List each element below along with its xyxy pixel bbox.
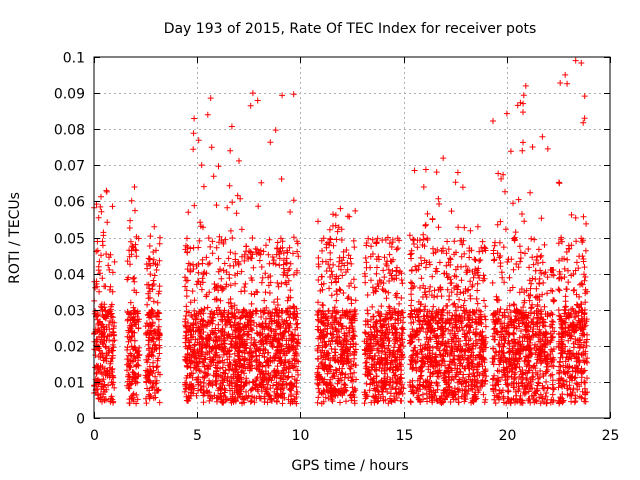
x-tick-label: 25 bbox=[602, 428, 620, 444]
x-tick-label: 10 bbox=[292, 428, 310, 444]
y-tick-label: 0.03 bbox=[54, 304, 85, 320]
x-tick-label: 15 bbox=[396, 428, 414, 444]
x-tick-label: 20 bbox=[499, 428, 517, 444]
y-tick-label: 0.09 bbox=[54, 87, 85, 103]
y-tick-label: 0 bbox=[76, 412, 85, 428]
axes: 0 0.01 0.02 0.03 0.04 0.05 0.06 0.07 0.08 0.09 0.1… bbox=[54, 51, 620, 445]
y-axis-label: ROTI / TECUs bbox=[7, 192, 23, 284]
y-tick-label: 0.06 bbox=[54, 195, 85, 211]
x-tick-label: 5 bbox=[193, 428, 202, 444]
plot-frame bbox=[93, 56, 611, 419]
y-tick-label: 0.08 bbox=[54, 123, 85, 139]
y-tick-label: 0.02 bbox=[54, 340, 85, 356]
data-points bbox=[91, 57, 591, 407]
y-tick-label: 0.01 bbox=[54, 376, 85, 392]
y-tick-label: 0.07 bbox=[54, 159, 85, 175]
x-axis-label: GPS time / hours bbox=[291, 458, 408, 474]
scatter-markers bbox=[91, 57, 591, 407]
y-tick-label: 0.05 bbox=[54, 232, 85, 248]
x-tick-label: 0 bbox=[90, 428, 99, 444]
y-tick-label: 0.1 bbox=[63, 51, 85, 67]
chart-title: Day 193 of 2015, Rate Of TEC Index for r… bbox=[164, 21, 537, 37]
y-tick-label: 0.04 bbox=[54, 268, 85, 284]
